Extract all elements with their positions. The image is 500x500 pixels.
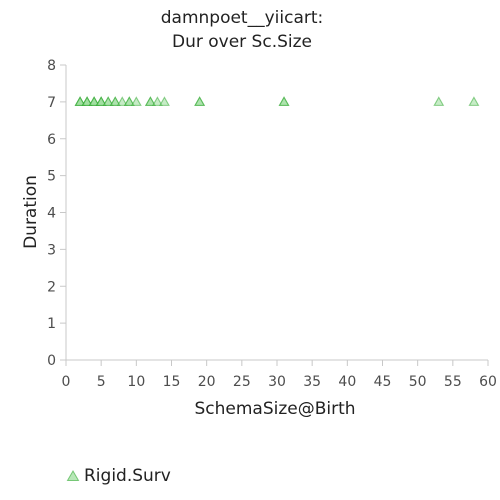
x-tick-label: 40 — [338, 374, 356, 390]
y-tick-label: 7 — [47, 95, 56, 111]
data-point — [278, 96, 290, 106]
x-tick-label: 55 — [444, 374, 462, 390]
x-tick-label: 0 — [62, 374, 71, 390]
y-tick-label: 0 — [47, 353, 56, 369]
data-point — [144, 96, 156, 106]
x-tick-label: 45 — [374, 374, 392, 390]
data-point — [123, 96, 135, 106]
legend-label: Rigid.Surv — [84, 466, 171, 486]
y-axis-title: Duration — [21, 175, 41, 249]
y-tick-label: 3 — [47, 242, 56, 258]
data-point — [109, 96, 121, 106]
x-tick-label: 50 — [409, 374, 427, 390]
data-point — [194, 96, 206, 106]
y-tick-label: 5 — [47, 169, 56, 185]
chart-title: damnpoet__yiicart: Dur over Sc.Size — [0, 6, 500, 54]
x-tick-label: 10 — [127, 374, 145, 390]
legend: Rigid.Surv — [66, 466, 171, 486]
y-tick-label: 1 — [47, 316, 56, 332]
data-point — [151, 96, 163, 106]
data-point — [159, 96, 170, 106]
x-tick-label: 15 — [163, 374, 181, 390]
legend-triangle-icon — [66, 470, 80, 481]
data-point — [130, 96, 142, 106]
x-axis-title: SchemaSize@Birth — [194, 399, 355, 419]
x-tick-label: 30 — [268, 374, 286, 390]
y-tick-label: 6 — [47, 132, 56, 148]
data-point — [95, 96, 107, 106]
y-tick-label: 8 — [47, 58, 56, 74]
data-points — [74, 96, 480, 106]
y-tick-label: 2 — [47, 279, 56, 295]
x-tick-label: 25 — [233, 374, 251, 390]
chart-title-line-2: Dur over Sc.Size — [171, 32, 312, 52]
x-tick-label: 35 — [303, 374, 321, 390]
data-point — [88, 96, 100, 106]
y-tick-label: 4 — [47, 206, 56, 222]
data-point — [468, 96, 480, 106]
data-point — [102, 96, 114, 106]
data-point — [433, 96, 445, 106]
data-point — [74, 96, 86, 106]
x-tick-label: 5 — [97, 374, 106, 390]
x-tick-label: 60 — [479, 374, 497, 390]
chart-title-line-1: damnpoet__yiicart: — [160, 8, 324, 28]
x-tick-label: 20 — [198, 374, 216, 390]
data-point — [116, 96, 128, 106]
data-point — [81, 96, 93, 106]
